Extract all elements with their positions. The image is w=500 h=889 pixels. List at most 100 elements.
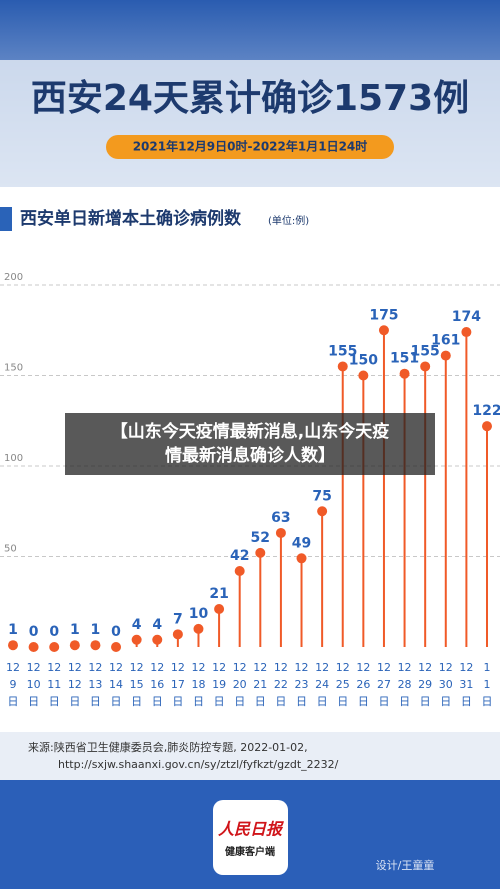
x-tick-label: 16 <box>150 678 164 691</box>
x-tick-label: 18 <box>191 678 205 691</box>
value-label: 150 <box>349 353 378 369</box>
x-tick-label: 日 <box>337 695 348 708</box>
x-tick-label: 日 <box>275 695 286 708</box>
x-tick-label: 9 <box>10 678 17 691</box>
x-tick-label: 日 <box>234 695 245 708</box>
value-label: 0 <box>49 624 59 640</box>
x-tick-label: 29 <box>418 678 432 691</box>
x-tick-label: 日 <box>399 695 410 708</box>
x-tick-label: 日 <box>131 695 142 708</box>
point <box>440 350 451 361</box>
caption-line: 【山东今天疫情最新消息,山东今天疫 <box>111 421 389 442</box>
point <box>275 527 286 538</box>
x-tick-label: 12 <box>295 661 309 674</box>
source-line: 来源:陕西省卫生健康委员会,肺炎防控专题, 2022-01-02, <box>28 740 308 754</box>
value-label: 10 <box>189 606 209 622</box>
value-label: 1 <box>8 622 18 638</box>
x-tick-label: 12 <box>130 661 144 674</box>
value-label: 174 <box>452 309 481 325</box>
x-tick-label: 12 <box>398 661 412 674</box>
x-tick-label: 12 <box>109 661 123 674</box>
x-tick-label: 12 <box>47 661 61 674</box>
x-tick-label: 日 <box>193 695 204 708</box>
x-tick-label: 19 <box>212 678 226 691</box>
x-tick-label: 日 <box>90 695 101 708</box>
banner-panel <box>0 60 500 190</box>
caption-box <box>65 413 435 475</box>
x-tick-label: 12 <box>68 661 82 674</box>
logo-box <box>213 800 288 875</box>
value-label: 1 <box>70 622 80 638</box>
point <box>193 623 204 634</box>
title-bar <box>0 207 12 231</box>
value-label: 42 <box>230 548 249 564</box>
point <box>420 361 431 372</box>
point <box>255 547 266 558</box>
value-label: 0 <box>111 624 121 640</box>
point <box>131 634 142 645</box>
point <box>49 642 60 652</box>
caption-line: 情最新消息确诊人数】 <box>165 445 335 466</box>
x-tick-label: 20 <box>233 678 247 691</box>
x-tick-label: 21 <box>253 678 267 691</box>
y-tick-label: 50 <box>4 544 17 555</box>
x-tick-label: 14 <box>109 678 123 691</box>
point <box>317 506 328 517</box>
x-tick-label: 日 <box>378 695 389 708</box>
value-label: 4 <box>132 617 142 633</box>
point <box>172 629 183 640</box>
x-tick-label: 日 <box>8 695 19 708</box>
x-tick-label: 26 <box>356 678 370 691</box>
x-tick-label: 1 <box>484 678 491 691</box>
value-label: 151 <box>390 351 419 367</box>
point <box>482 421 492 432</box>
x-tick-label: 13 <box>88 678 102 691</box>
x-tick-label: 31 <box>459 678 473 691</box>
x-tick-label: 日 <box>482 695 493 708</box>
chart-title: 西安单日新增本土确诊病例数 <box>20 208 242 229</box>
y-tick-label: 150 <box>4 363 23 374</box>
value-label: 1 <box>91 622 101 638</box>
x-tick-label: 1 <box>484 661 491 674</box>
x-tick-label: 17 <box>171 678 185 691</box>
point <box>90 640 101 651</box>
x-tick-label: 25 <box>336 678 350 691</box>
subtitle: 2021年12月9日0时-2022年1月1日24时 <box>133 139 368 154</box>
value-label: 7 <box>173 611 183 627</box>
x-tick-label: 12 <box>233 661 247 674</box>
point <box>337 361 348 372</box>
source-line: http://sxjw.shaanxi.gov.cn/sy/ztzl/fyfkz… <box>58 758 339 771</box>
x-tick-label: 日 <box>28 695 39 708</box>
x-tick-label: 23 <box>295 678 309 691</box>
value-label: 175 <box>369 307 398 323</box>
value-label: 49 <box>292 535 311 551</box>
x-tick-label: 日 <box>461 695 472 708</box>
x-tick-label: 12 <box>418 661 432 674</box>
x-tick-label: 日 <box>152 695 163 708</box>
logo-name: 人民日报 <box>218 820 284 839</box>
x-tick-label: 30 <box>439 678 453 691</box>
point <box>358 370 369 381</box>
y-tick-label: 200 <box>4 272 23 283</box>
x-tick-label: 12 <box>439 661 453 674</box>
subtitle-pill <box>106 135 394 159</box>
value-label: 75 <box>312 488 331 504</box>
point <box>461 327 472 338</box>
point <box>111 642 122 652</box>
title: 西安24天累计确诊1573例 <box>31 78 469 119</box>
value-label: 21 <box>209 586 228 602</box>
x-tick-label: 12 <box>68 678 82 691</box>
value-label: 0 <box>29 624 39 640</box>
x-tick-label: 日 <box>440 695 451 708</box>
x-tick-label: 日 <box>420 695 431 708</box>
x-tick-label: 15 <box>130 678 144 691</box>
designer: 设计/王童童 <box>376 858 435 872</box>
x-tick-label: 12 <box>459 661 473 674</box>
x-tick-label: 12 <box>27 661 41 674</box>
point <box>378 325 389 336</box>
y-tick-label: 100 <box>4 453 23 464</box>
x-tick-label: 27 <box>377 678 391 691</box>
x-tick-label: 12 <box>150 661 164 674</box>
point <box>296 553 307 564</box>
x-tick-label: 12 <box>212 661 226 674</box>
